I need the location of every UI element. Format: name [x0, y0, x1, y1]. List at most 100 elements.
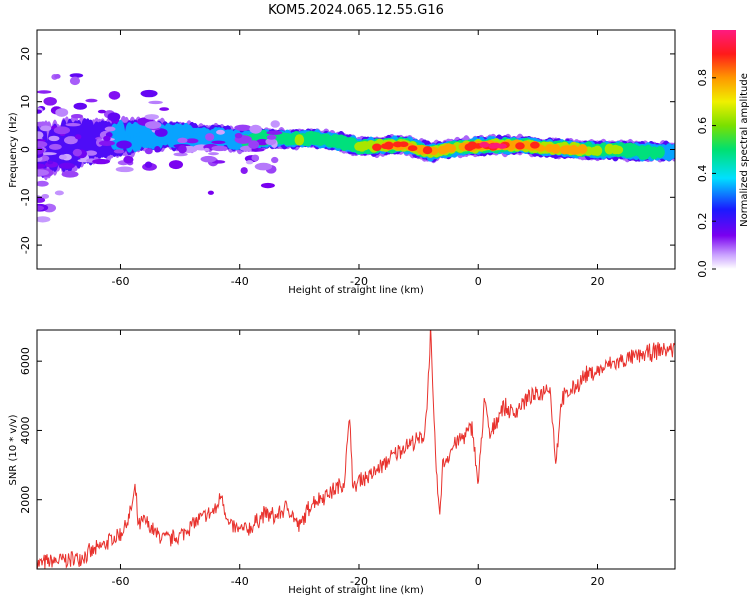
- spectrogram-y-ticks: -20 -10 0 10 20: [19, 47, 675, 254]
- spectrogram-cell: [207, 190, 214, 195]
- spectrogram-cell: [85, 150, 98, 156]
- spectrogram-cell: [384, 141, 394, 150]
- spectrogram-cell: [104, 126, 116, 132]
- spectrogram-cell: [154, 146, 161, 153]
- spectrogram-cell: [173, 152, 188, 157]
- spectrogram-cell: [144, 121, 162, 129]
- colorbar-tick-label: 0.2: [696, 212, 709, 230]
- colorbar-label: Normalized spectral amplitude: [739, 73, 750, 227]
- spectrogram-cell: [37, 163, 46, 169]
- spectrogram-x-tick-label: -20: [350, 275, 368, 288]
- spectrogram-cell: [55, 108, 69, 117]
- spectrogram-cell: [205, 133, 215, 141]
- spectrogram-cell: [154, 128, 168, 137]
- spectrogram-cell: [497, 143, 507, 149]
- spectrogram-cell: [249, 124, 262, 134]
- spectrogram-cell: [248, 140, 260, 149]
- spectrogram-y-tick-label: 10: [19, 95, 32, 109]
- spectrogram-cell: [107, 112, 121, 122]
- snr-y-tick-label: 4000: [19, 416, 32, 444]
- spectrogram-cell: [185, 138, 199, 144]
- spectrogram-cell: [69, 76, 81, 86]
- spectrogram-cell: [577, 144, 588, 154]
- spectrogram-y-tick-label: -10: [19, 188, 32, 206]
- spectrogram-panel: -60 -40 -20 0 20 -20 -10 0 10 20 Height of strai…: [8, 29, 676, 296]
- spectrogram-cell: [54, 190, 64, 196]
- spectrogram-cell: [407, 145, 418, 152]
- spectrogram-cell: [144, 148, 153, 155]
- spectrogram-cell: [70, 114, 83, 119]
- spectrogram-x-axis-label: Height of straight line (km): [288, 285, 424, 296]
- spectrogram-cell: [72, 148, 82, 157]
- spectrogram-cell: [43, 96, 57, 106]
- spectrogram-y-axis-label: Frequency (Hz): [8, 112, 19, 188]
- figure-title: KOM5.2024.065.12.55.G16: [268, 3, 444, 18]
- spectrogram-cell: [37, 131, 44, 140]
- colorbar-gradient: [712, 30, 736, 269]
- spectrogram-y-tick-label: -20: [19, 236, 32, 254]
- snr-y-tick-label: 2000: [19, 486, 32, 514]
- spectrogram-cell: [37, 146, 45, 155]
- spectrogram-cell: [398, 141, 409, 148]
- colorbar-tick-label: 0.8: [696, 69, 709, 87]
- spectrogram-cell: [515, 142, 525, 150]
- spectrogram-cell: [240, 167, 248, 174]
- spectrogram-cell: [613, 145, 624, 155]
- spectrogram-cell: [245, 160, 254, 165]
- spectrogram-cell: [58, 162, 75, 169]
- spectrogram-cell: [168, 160, 184, 170]
- snr-panel: -60 -40 -20 0 20 2000 4000 6000 Height of stra…: [8, 329, 676, 596]
- spectrogram-cell: [208, 152, 219, 156]
- spectrogram-cell: [37, 140, 48, 148]
- spectrogram-cell: [47, 160, 54, 165]
- spectrogram-cell: [116, 140, 132, 149]
- spectrogram-cell: [48, 135, 60, 142]
- spectrogram-cell: [148, 100, 163, 105]
- spectrogram-cell: [203, 147, 210, 152]
- spectrogram-cell: [85, 98, 98, 103]
- spectrogram-cell: [74, 134, 82, 140]
- spectrogram-cell: [655, 146, 665, 158]
- spectrogram-cell: [211, 140, 226, 145]
- spectrogram-cell: [39, 152, 57, 156]
- spectrogram-cell: [178, 145, 187, 154]
- colorbar-ticks: 0.0 0.2 0.4 0.6 0.8: [696, 69, 716, 278]
- spectrogram-cell: [123, 155, 134, 164]
- spectrogram-cell: [216, 129, 225, 135]
- spectrogram-cell: [372, 143, 382, 152]
- spectrogram-cell: [177, 137, 188, 144]
- snr-x-tick-label: 0: [475, 575, 482, 588]
- spectrogram-cell: [211, 145, 228, 152]
- spectrogram-cell: [37, 216, 51, 223]
- snr-frame: [36, 329, 676, 570]
- spectrogram-cell: [159, 107, 170, 111]
- spectrogram-heat-layer: [37, 73, 675, 223]
- spectrogram-cell: [140, 89, 158, 98]
- spectrogram-cell: [266, 134, 277, 140]
- spectrogram-cell: [294, 134, 305, 146]
- colorbar: 0.0 0.2 0.4 0.6 0.8 Normalized spectral ampl…: [696, 30, 750, 278]
- spectrogram-cell: [670, 143, 675, 157]
- spectrogram-cell: [92, 158, 111, 165]
- spectrogram-cell: [39, 125, 52, 132]
- spectrogram-cell: [61, 170, 79, 178]
- spectrogram-cell: [97, 109, 106, 114]
- snr-y-ticks: 2000 4000 6000: [19, 347, 675, 514]
- snr-x-axis-label: Height of straight line (km): [288, 585, 424, 596]
- spectrogram-cell: [265, 138, 277, 146]
- snr-series-line: [37, 330, 675, 569]
- snr-x-tick-label: 20: [590, 575, 604, 588]
- snr-background: [37, 330, 675, 569]
- spectrogram-cell: [69, 73, 84, 78]
- spectrogram-cell: [37, 109, 43, 114]
- spectrogram-cell: [260, 182, 275, 189]
- spectrogram-cell: [37, 90, 52, 94]
- spectrogram-cell: [115, 166, 134, 173]
- spectrogram-cell: [108, 91, 121, 100]
- colorbar-tick-label: 0.4: [696, 165, 709, 183]
- spectrogram-x-tick-label: 0: [475, 275, 482, 288]
- spectrogram-cell: [550, 144, 561, 154]
- spectrogram-cell: [254, 162, 273, 171]
- spectrogram-cell: [266, 130, 283, 135]
